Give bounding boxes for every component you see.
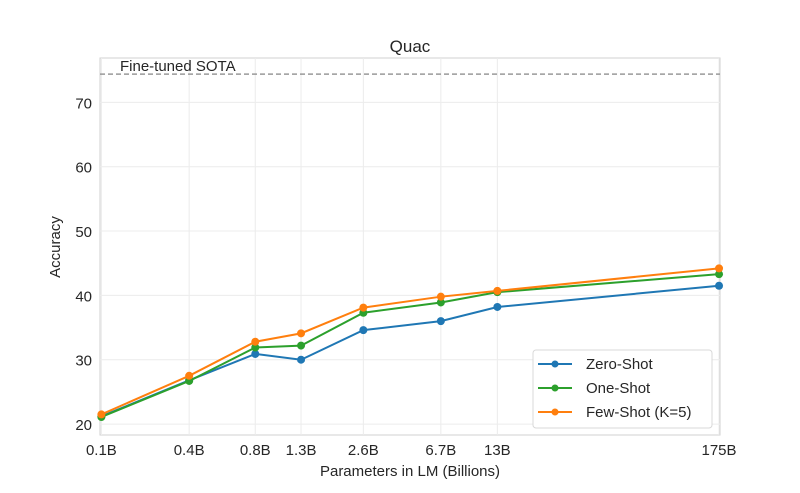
data-point — [297, 355, 306, 364]
x-tick-label: 0.1B — [86, 442, 117, 459]
data-point — [251, 343, 260, 352]
data-point — [436, 298, 445, 307]
legend-label: One-Shot — [586, 380, 651, 397]
legend: Zero-Shot One-Shot Few-Shot (K=5) — [532, 349, 713, 429]
data-point — [715, 264, 724, 273]
data-point — [297, 329, 306, 338]
data-point — [436, 292, 445, 301]
legend-label: Zero-Shot — [586, 356, 654, 373]
data-point — [493, 286, 502, 295]
x-tick-label: 13B — [484, 442, 511, 459]
data-point — [251, 349, 260, 358]
chart-title: Quac — [390, 37, 431, 56]
data-point — [297, 341, 306, 350]
reference-line-group: Fine-tuned SOTA — [100, 58, 720, 75]
data-point — [493, 302, 502, 311]
x-tick-label: 2.6B — [348, 442, 379, 459]
data-point — [715, 281, 724, 290]
x-tick-label: 0.4B — [174, 442, 205, 459]
series-group — [97, 264, 724, 421]
y-tick-label: 70 — [75, 95, 92, 112]
x-ticks: 0.1B 0.4B 0.8B 1.3B 2.6B 6.7B 13B 175B — [86, 442, 737, 459]
x-tick-label: 0.8B — [240, 442, 271, 459]
y-tick-label: 30 — [75, 353, 92, 370]
data-point — [715, 270, 724, 279]
data-point — [436, 317, 445, 326]
series-line-few-shot-k-5- — [100, 267, 720, 416]
x-tick-label: 175B — [702, 442, 737, 459]
data-point — [359, 303, 368, 312]
data-point — [97, 410, 106, 419]
legend-marker — [551, 360, 559, 368]
y-ticks: 20 30 40 50 60 70 — [75, 95, 92, 434]
y-axis-label: Accuracy — [47, 216, 64, 278]
y-tick-label: 50 — [75, 224, 92, 241]
x-tick-label: 6.7B — [425, 442, 456, 459]
x-tick-label: 1.3B — [286, 442, 317, 459]
series-line-one-shot — [100, 273, 720, 418]
y-tick-label: 40 — [75, 288, 92, 305]
y-tick-label: 20 — [75, 417, 92, 434]
legend-marker — [551, 408, 559, 416]
reference-line-label: Fine-tuned SOTA — [120, 58, 236, 75]
data-point — [185, 371, 194, 380]
x-axis-label: Parameters in LM (Billions) — [320, 463, 500, 480]
y-tick-label: 60 — [75, 160, 92, 177]
data-point — [359, 326, 368, 335]
legend-box — [532, 349, 713, 429]
data-point — [251, 337, 260, 346]
legend-label: Few-Shot (K=5) — [586, 404, 691, 421]
legend-marker — [551, 384, 559, 392]
